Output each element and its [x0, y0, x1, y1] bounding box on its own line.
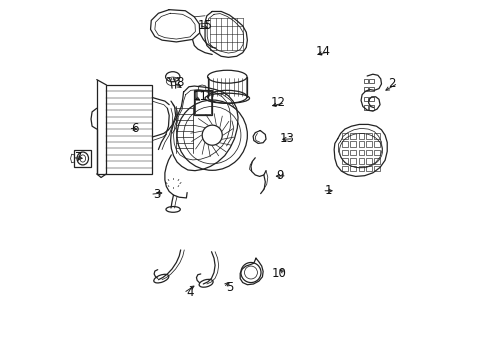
Text: 3: 3: [153, 188, 160, 201]
Bar: [368, 79, 373, 83]
Text: 2: 2: [387, 77, 394, 90]
Bar: [366, 149, 371, 155]
Bar: [373, 158, 379, 163]
Bar: [366, 134, 371, 139]
Text: 7: 7: [75, 151, 82, 164]
Bar: [366, 166, 371, 171]
Text: 13: 13: [280, 132, 294, 145]
Bar: [363, 79, 367, 83]
Bar: [358, 141, 364, 147]
Bar: [349, 134, 355, 139]
Bar: [106, 85, 152, 174]
Text: 14: 14: [315, 45, 329, 58]
Bar: [366, 141, 371, 147]
Text: 10: 10: [271, 267, 286, 280]
Bar: [74, 149, 91, 167]
Bar: [358, 149, 364, 155]
Bar: [349, 141, 355, 147]
Bar: [341, 166, 347, 171]
Text: 9: 9: [276, 169, 284, 182]
Bar: [349, 166, 355, 171]
Text: 6: 6: [131, 122, 139, 135]
Bar: [195, 91, 210, 114]
Text: 1: 1: [325, 184, 332, 197]
Bar: [358, 134, 364, 139]
Bar: [373, 149, 379, 155]
Text: 15: 15: [197, 19, 212, 32]
Text: 8: 8: [176, 76, 183, 89]
Bar: [368, 97, 373, 101]
Text: 5: 5: [226, 281, 233, 294]
Bar: [363, 105, 367, 110]
Text: 4: 4: [186, 287, 193, 300]
Bar: [373, 166, 379, 171]
Bar: [341, 158, 347, 163]
Bar: [358, 166, 364, 171]
Bar: [341, 149, 347, 155]
Bar: [363, 97, 367, 101]
Bar: [368, 105, 373, 110]
Text: 12: 12: [270, 96, 285, 109]
Bar: [373, 141, 379, 147]
Bar: [341, 141, 347, 147]
Bar: [349, 158, 355, 163]
Bar: [366, 158, 371, 163]
Bar: [349, 149, 355, 155]
Bar: [341, 134, 347, 139]
Bar: [193, 90, 212, 116]
Text: 11: 11: [192, 90, 207, 103]
Bar: [368, 87, 373, 91]
Bar: [363, 87, 367, 91]
Bar: [373, 134, 379, 139]
Bar: [358, 158, 364, 163]
